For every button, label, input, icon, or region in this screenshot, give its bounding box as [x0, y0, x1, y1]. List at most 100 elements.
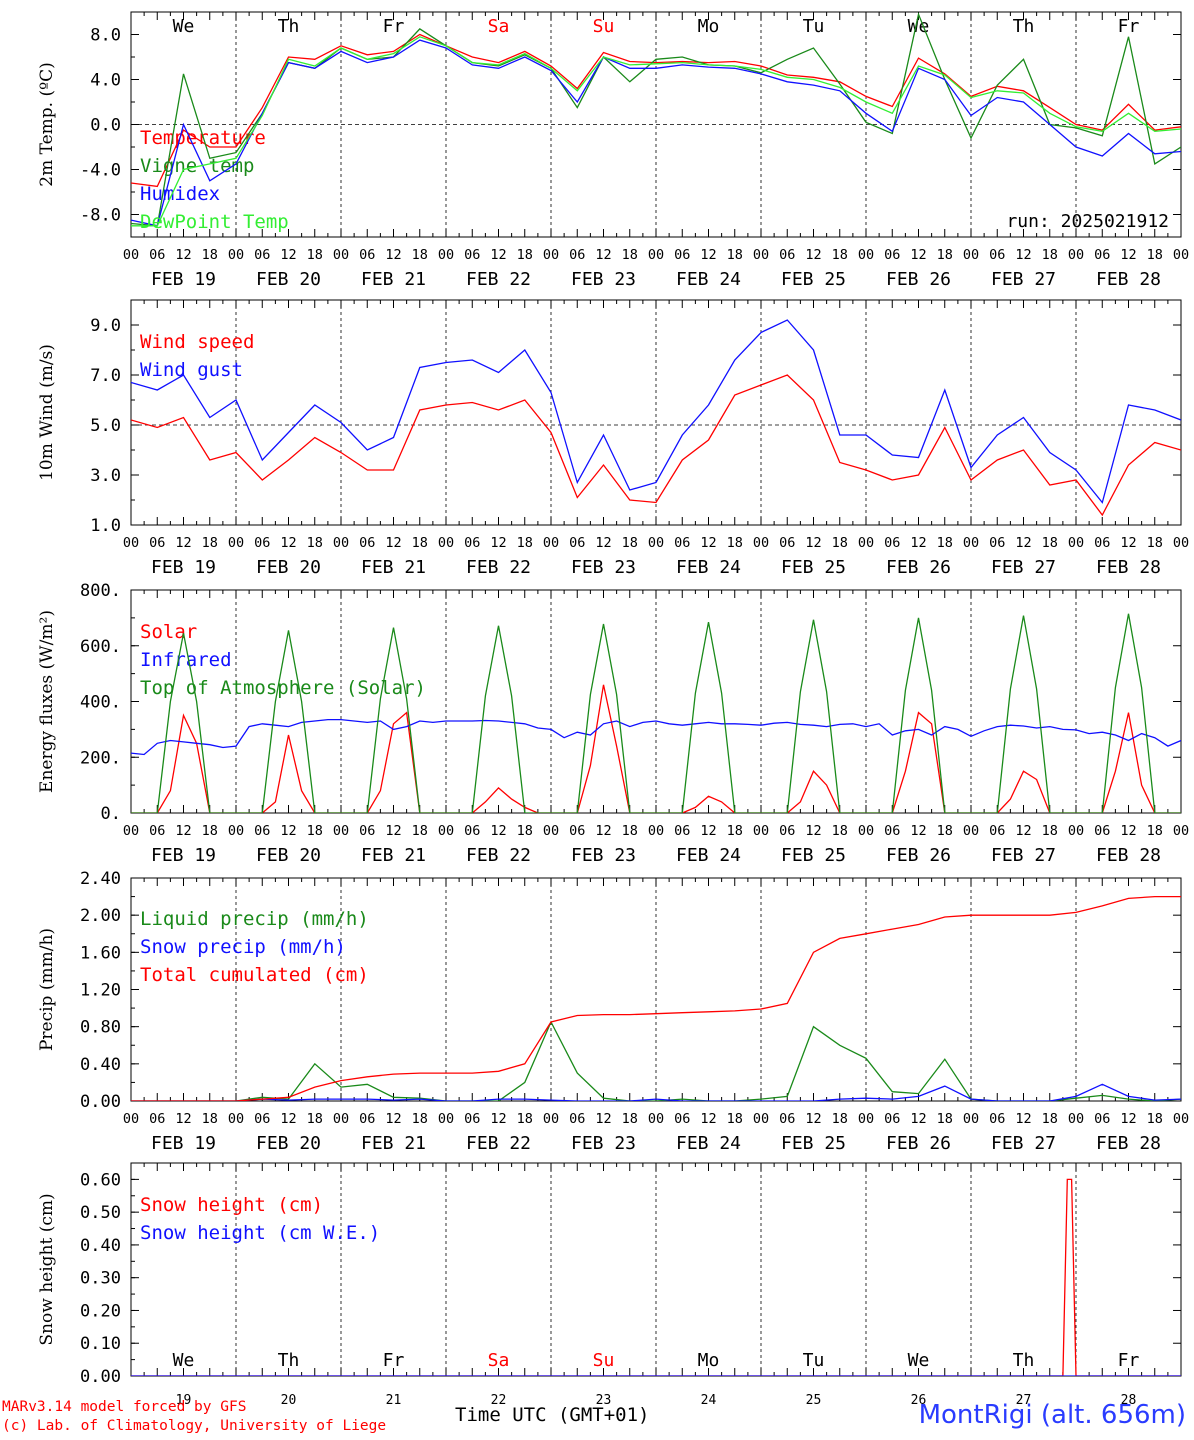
hour-tick-label: 18	[727, 247, 743, 263]
y-tick-label: 0.30	[80, 1269, 121, 1289]
hour-tick-label: 18	[517, 535, 533, 551]
hour-tick-label: 12	[595, 823, 611, 839]
weekday-label: We	[173, 16, 195, 37]
plot-frame	[130, 299, 1182, 526]
hour-tick-label: 00	[753, 1111, 769, 1127]
hour-tick-label: 18	[727, 1111, 743, 1127]
y-tick-label: 200.	[80, 748, 121, 768]
y-tick-label: 2.00	[80, 906, 121, 926]
hour-tick-label: 18	[517, 247, 533, 263]
hour-tick-label: 06	[674, 1111, 690, 1127]
hour-tick-label: 12	[385, 535, 401, 551]
hour-tick-label: 12	[595, 247, 611, 263]
date-label: FEB 19	[151, 269, 216, 290]
hour-tick-label: 18	[1042, 1111, 1058, 1127]
hour-tick-label: 06	[674, 823, 690, 839]
date-label: FEB 27	[991, 269, 1056, 290]
hour-tick-label: 00	[858, 535, 874, 551]
hour-tick-label: 00	[1173, 823, 1189, 839]
hour-tick-label: 06	[254, 1111, 270, 1127]
series-line-red	[131, 1178, 1181, 1376]
hour-tick-label: 06	[359, 247, 375, 263]
series-line-blue	[131, 1083, 1181, 1101]
hour-tick-label: 00	[333, 823, 349, 839]
date-label: FEB 25	[781, 845, 846, 866]
date-label: FEB 22	[466, 1133, 531, 1154]
hour-tick-label: 00	[753, 535, 769, 551]
hour-tick-label: 00	[858, 247, 874, 263]
station-name: MontRigi (alt. 656m)	[918, 1400, 1186, 1430]
hour-tick-label: 12	[700, 823, 716, 839]
weekday-label: Th	[278, 1350, 300, 1371]
hour-tick-label: 00	[1173, 535, 1189, 551]
legend-entry: Total cumulated (cm)	[140, 964, 369, 986]
day-number-label: 19	[176, 1393, 192, 1408]
hour-tick-label: 12	[910, 247, 926, 263]
y-tick-label: 3.0	[90, 466, 121, 486]
hour-tick-label: 12	[700, 535, 716, 551]
hour-tick-label: 06	[464, 823, 480, 839]
hour-tick-label: 06	[674, 247, 690, 263]
hour-tick-label: 12	[700, 1111, 716, 1127]
hour-tick-label: 18	[727, 823, 743, 839]
weekday-label: Mo	[698, 1350, 720, 1371]
hour-tick-label: 18	[937, 1111, 953, 1127]
day-number-label: 27	[1016, 1393, 1032, 1408]
hour-tick-label: 00	[753, 823, 769, 839]
x-axis-label: Time UTC (GMT+01)	[455, 1404, 650, 1426]
day-number-label: 24	[701, 1393, 717, 1408]
legend-entry: Humidex	[140, 183, 220, 205]
hour-tick-label: 00	[333, 247, 349, 263]
weekday-label: We	[908, 1350, 930, 1371]
hour-tick-label: 06	[989, 823, 1005, 839]
legend-entry: DewPoint Temp	[140, 211, 289, 233]
y-tick-label: 0.10	[80, 1334, 121, 1354]
hour-tick-label: 12	[385, 1111, 401, 1127]
y-tick-label: 0.	[101, 804, 121, 824]
hour-tick-label: 12	[1015, 823, 1031, 839]
hour-tick-label: 00	[543, 1111, 559, 1127]
date-label: FEB 27	[991, 1133, 1056, 1154]
hour-tick-label: 00	[228, 535, 244, 551]
hour-tick-label: 12	[280, 823, 296, 839]
hour-tick-label: 12	[1015, 535, 1031, 551]
hour-tick-label: 00	[648, 535, 664, 551]
hour-tick-label: 00	[543, 823, 559, 839]
date-label: FEB 24	[676, 845, 741, 866]
date-label: FEB 19	[151, 845, 216, 866]
hour-tick-label: 12	[385, 247, 401, 263]
weekday-label: We	[908, 16, 930, 37]
hour-tick-label: 00	[1068, 823, 1084, 839]
y-tick-label: 0.40	[80, 1236, 121, 1256]
hour-tick-label: 00	[963, 247, 979, 263]
hour-tick-label: 12	[1015, 247, 1031, 263]
hour-tick-label: 06	[779, 823, 795, 839]
hour-tick-label: 18	[517, 1111, 533, 1127]
date-label: FEB 26	[886, 269, 951, 290]
legend-entry: Wind gust	[140, 359, 243, 381]
legend-entry: Top of Atmosphere (Solar)	[140, 677, 426, 699]
hour-tick-label: 18	[517, 823, 533, 839]
hour-tick-label: 06	[779, 247, 795, 263]
series-line-green	[131, 1020, 1181, 1101]
weekday-label: Fr	[1118, 1350, 1140, 1371]
date-label: FEB 19	[151, 557, 216, 578]
hour-tick-label: 06	[149, 247, 165, 263]
weekday-label: Sa	[488, 1350, 510, 1371]
weekday-label: Th	[1013, 1350, 1035, 1371]
date-label: FEB 23	[571, 845, 636, 866]
hour-tick-label: 06	[359, 1111, 375, 1127]
hour-tick-label: 18	[622, 1111, 638, 1127]
hour-tick-label: 18	[622, 823, 638, 839]
hour-tick-label: 00	[333, 535, 349, 551]
hour-tick-label: 06	[149, 823, 165, 839]
hour-tick-label: 00	[228, 1111, 244, 1127]
hour-tick-label: 00	[1173, 247, 1189, 263]
day-number-label: 25	[806, 1393, 822, 1408]
date-label: FEB 25	[781, 1133, 846, 1154]
hour-tick-label: 00	[543, 535, 559, 551]
hour-tick-label: 12	[175, 823, 191, 839]
weekday-label: We	[173, 1350, 195, 1371]
hour-tick-label: 06	[1094, 1111, 1110, 1127]
y-axis-label: Energy fluxes (W/m²)	[37, 610, 57, 793]
